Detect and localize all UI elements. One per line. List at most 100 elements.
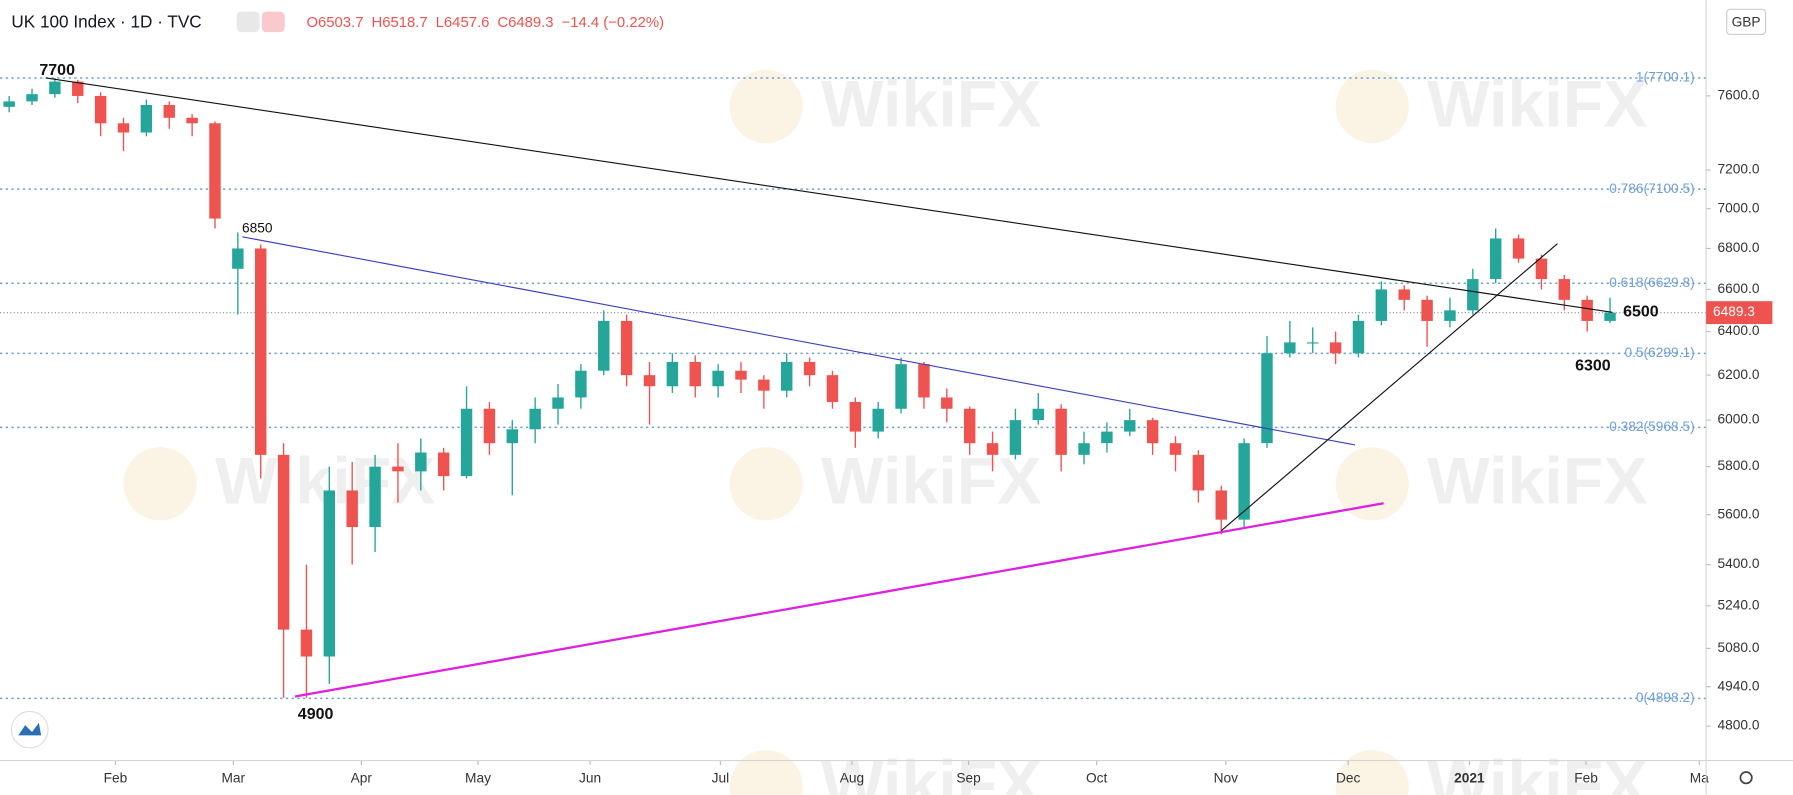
candle-body bbox=[1192, 454, 1205, 491]
watermark: WikiFX bbox=[1427, 445, 1647, 519]
last-price-box bbox=[1706, 301, 1773, 325]
fib-label: 0(4898.2) bbox=[1636, 690, 1695, 705]
watermark-logo bbox=[729, 69, 803, 144]
logo-button[interactable] bbox=[10, 710, 49, 749]
candle-body bbox=[1398, 289, 1410, 300]
candle-body bbox=[1604, 312, 1616, 321]
watermark: WikiFX bbox=[1427, 748, 1647, 795]
y-tick-label: 5080.0 bbox=[1718, 640, 1760, 655]
watermark-logo bbox=[729, 447, 803, 521]
currency: GBP bbox=[1732, 15, 1761, 30]
candle-body bbox=[1146, 420, 1159, 444]
candle-body bbox=[26, 94, 38, 102]
y-tick-label: 6000.0 bbox=[1718, 412, 1760, 427]
y-tick-label: 4940.0 bbox=[1718, 678, 1760, 693]
x-tick-label: 2021 bbox=[1454, 770, 1485, 785]
indicator-toggle[interactable] bbox=[236, 11, 260, 33]
settings-icon[interactable] bbox=[1739, 771, 1753, 785]
trendline bbox=[45, 77, 1613, 313]
y-tick-label: 5600.0 bbox=[1718, 506, 1760, 521]
x-tick-label: Feb bbox=[1574, 770, 1598, 785]
annotation: 4900 bbox=[298, 706, 334, 723]
y-tick-label: 7200.0 bbox=[1718, 162, 1760, 177]
candle-body bbox=[1581, 299, 1593, 321]
candle-body bbox=[1467, 279, 1479, 311]
watermark-logo bbox=[1335, 750, 1409, 795]
candle-body bbox=[575, 370, 587, 398]
y-tick-label: 4800.0 bbox=[1718, 718, 1760, 733]
y-tick-label: 7000.0 bbox=[1718, 200, 1760, 215]
watermark-logo bbox=[1335, 69, 1409, 144]
candle-body bbox=[895, 364, 907, 409]
candle-body bbox=[460, 408, 473, 477]
candle-body bbox=[483, 408, 496, 444]
x-tick-label: Apr bbox=[351, 770, 373, 785]
annotation: 6500 bbox=[1623, 304, 1659, 321]
last-price-label: 6489.3 bbox=[1713, 304, 1755, 319]
candle-body bbox=[369, 466, 381, 528]
candle-body bbox=[986, 443, 999, 455]
candle-body bbox=[1055, 408, 1067, 455]
candle-body bbox=[1535, 258, 1548, 280]
x-tick-label: Dec bbox=[1336, 770, 1361, 785]
candle-body bbox=[1078, 443, 1090, 455]
candle-body bbox=[1558, 279, 1571, 300]
watermark: WikiFX bbox=[821, 67, 1041, 141]
candle-body bbox=[735, 370, 747, 380]
y-tick-label: 5400.0 bbox=[1718, 556, 1760, 571]
candle-body bbox=[941, 397, 953, 409]
candle-body bbox=[1261, 353, 1273, 444]
trendline bbox=[1220, 243, 1558, 532]
candle-body bbox=[552, 397, 564, 409]
x-tick-label: Mar bbox=[221, 770, 245, 785]
header-value: C6489.3 bbox=[497, 15, 553, 31]
logo-icon bbox=[18, 722, 42, 736]
y-tick-label: 5800.0 bbox=[1718, 458, 1760, 473]
candle-body bbox=[1421, 299, 1433, 321]
candle-body bbox=[277, 454, 290, 630]
indicator-toggle[interactable] bbox=[261, 11, 285, 33]
annotation: 6300 bbox=[1575, 357, 1611, 374]
x-tick-label: Oct bbox=[1086, 770, 1108, 785]
candle-body bbox=[712, 370, 724, 387]
candle-body bbox=[49, 81, 61, 95]
y-tick-label: 6400.0 bbox=[1718, 323, 1760, 338]
x-tick-label: Ma bbox=[1690, 770, 1709, 785]
trendline bbox=[242, 236, 1356, 446]
candle-body bbox=[140, 105, 153, 133]
candle-body bbox=[117, 123, 130, 133]
fib-label: 0.786(7100.5) bbox=[1609, 181, 1694, 196]
candle-body bbox=[758, 379, 770, 391]
candle-body bbox=[963, 408, 976, 444]
candle-body bbox=[1329, 342, 1342, 354]
annotation: 6850 bbox=[242, 220, 273, 235]
candle-body bbox=[918, 364, 930, 398]
candle-body bbox=[781, 361, 793, 391]
candle-body bbox=[94, 95, 107, 124]
candle-body bbox=[872, 408, 884, 432]
currency-box[interactable] bbox=[1726, 8, 1767, 36]
candle-body bbox=[666, 361, 679, 387]
candle-body bbox=[1124, 420, 1136, 432]
fib-label: 0.5(6299.1) bbox=[1624, 345, 1694, 360]
watermark: WikiFX bbox=[1427, 67, 1647, 141]
candle-body bbox=[598, 320, 610, 371]
x-tick-label: Sep bbox=[956, 770, 981, 785]
x-tick-label: May bbox=[465, 770, 491, 785]
candle-body bbox=[232, 248, 244, 269]
header-value: O6503.7 bbox=[306, 15, 363, 31]
candle-body bbox=[620, 320, 633, 376]
candle-body bbox=[689, 361, 701, 387]
fib-label: 1(7700.1) bbox=[1636, 70, 1695, 85]
candle-body bbox=[346, 490, 358, 528]
x-tick-label: Nov bbox=[1214, 770, 1239, 785]
y-tick-label: 6200.0 bbox=[1718, 367, 1760, 382]
candle-body bbox=[3, 101, 15, 107]
trendline bbox=[294, 502, 1384, 698]
watermark-logo bbox=[123, 447, 197, 521]
y-tick-label: 6800.0 bbox=[1718, 240, 1760, 255]
x-tick-label: Jul bbox=[712, 770, 730, 785]
candle-body bbox=[826, 375, 839, 402]
